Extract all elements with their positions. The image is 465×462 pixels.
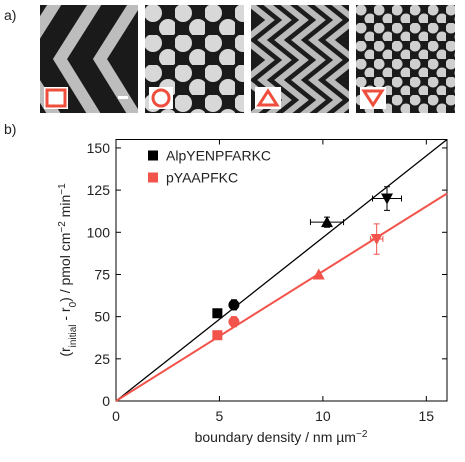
marker [312,268,325,280]
fit-line [115,138,448,402]
x-tick-label: 5 [216,408,224,424]
marker [381,193,394,205]
axis-label-part: boundary density / nm µm [195,429,356,445]
marker [321,216,334,228]
panel-label: a) [4,7,16,23]
marker [228,299,240,311]
axis-label-part: min [57,195,73,221]
legend-swatch [148,172,158,183]
y-tick-label: 0 [102,393,110,409]
x-tick-label: 15 [419,408,435,424]
panel-label: b) [4,121,16,137]
marker [212,330,223,341]
y-tick-label: 125 [87,182,111,198]
marker [370,234,383,246]
micrograph [40,5,138,113]
legend-label: AlpYENPFARKC [166,148,271,164]
y-axis-label: (rinitial - r0) / pmol cm−2 min−1 [57,183,79,357]
x-axis-label: boundary density / nm µm−2 [195,429,368,446]
y-tick-label: 25 [94,351,110,367]
marker [228,316,240,328]
x-tick-label: 0 [112,408,120,424]
axis-label-part: −2 [57,221,68,233]
legend-swatch [148,150,158,161]
marker [212,308,223,319]
plot-frame [115,139,448,402]
axis-label-part: - r [57,307,73,324]
axis-label-part: −1 [57,183,68,195]
y-tick-label: 75 [94,266,110,282]
y-tick-label: 100 [87,224,111,240]
x-tick-label: 10 [315,408,331,424]
micrograph [251,5,349,113]
y-tick-label: 150 [87,140,111,156]
micrograph [145,5,244,113]
axis-label-part: initial [68,325,79,348]
y-tick-label: 50 [94,309,110,325]
fit-line [115,192,448,402]
axis-label-part: 0 [68,301,79,307]
axis-label-part: ) / pmol cm [57,233,73,302]
axis-label-part: (r [57,347,73,357]
axis-label-part: −2 [356,429,368,440]
legend-label: pYAAPFKC [166,170,238,186]
micrograph [356,5,455,113]
